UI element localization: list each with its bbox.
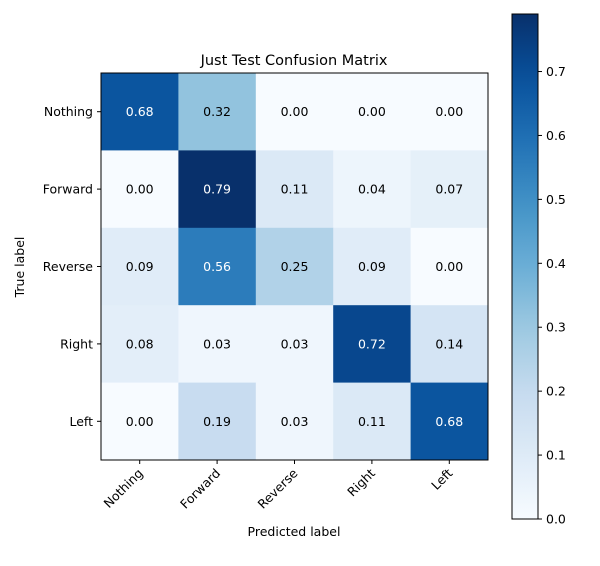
cell-value-label: 0.08 <box>126 336 154 351</box>
cell-value-label: 0.00 <box>358 104 386 119</box>
x-axis-label: Predicted label <box>248 524 341 539</box>
x-tick-label: Forward <box>177 466 223 512</box>
heatmap-cell <box>410 305 489 383</box>
heatmap-cell <box>410 150 489 229</box>
heatmap-cell <box>255 227 334 306</box>
cell-value-label: 0.09 <box>126 259 154 274</box>
cell-value-label: 0.00 <box>435 259 463 274</box>
heatmap-cell <box>101 382 179 461</box>
cell-value-label: 0.00 <box>126 414 154 429</box>
cell-value-label: 0.11 <box>281 182 309 197</box>
colorbar-tick-label: 0.1 <box>546 448 566 463</box>
cell-value-label: 0.56 <box>203 259 231 274</box>
chart-title: Just Test Confusion Matrix <box>200 53 388 69</box>
y-tick-label: Forward <box>43 182 93 197</box>
cell-value-label: 0.79 <box>203 182 231 197</box>
heatmap-cell <box>101 305 179 383</box>
colorbar-tick-label: 0.5 <box>546 192 566 207</box>
colorbar <box>511 13 539 520</box>
cell-value-label: 0.25 <box>281 259 309 274</box>
cell-value-label: 0.03 <box>281 414 309 429</box>
cell-value-label: 0.07 <box>435 182 463 197</box>
colorbar-tick-label: 0.6 <box>546 128 566 143</box>
heatmap-cell <box>178 150 257 229</box>
heatmap-cell <box>333 73 411 151</box>
cell-value-label: 0.00 <box>281 104 309 119</box>
heatmap-cell <box>255 150 334 229</box>
heatmap-cell <box>333 150 411 229</box>
heatmap-cell <box>255 382 334 461</box>
heatmap-cell <box>333 305 411 383</box>
heatmap-cell <box>101 73 179 151</box>
cell-value-label: 0.09 <box>358 259 386 274</box>
cell-value-label: 0.32 <box>203 104 231 119</box>
heatmap-cell <box>255 305 334 383</box>
y-axis-ticks: Nothing Forward Reverse Right Left <box>43 104 101 429</box>
heatmap-cell <box>178 382 257 461</box>
x-tick-label: Nothing <box>100 466 145 511</box>
heatmap-cell <box>101 227 179 306</box>
cell-value-label: 0.00 <box>126 182 154 197</box>
cell-value-label: 0.03 <box>203 336 231 351</box>
heatmap-cell <box>333 382 411 461</box>
y-tick-label: Left <box>69 414 93 429</box>
heatmap-cell-labels: 0.68 0.32 0.00 0.00 0.00 0.00 0.79 0.11 0.04 0.07… <box>126 104 463 429</box>
y-axis-label: True label <box>12 237 27 299</box>
cell-value-label: 0.14 <box>435 336 463 351</box>
heatmap-cell <box>255 73 334 151</box>
heatmap-cell <box>410 382 489 461</box>
colorbar-tick-label: 0.3 <box>546 320 566 335</box>
heatmap-cell <box>410 227 489 306</box>
colorbar-tick-label: 0.0 <box>546 512 566 527</box>
colorbar-tick-label: 0.4 <box>546 256 566 271</box>
y-tick-label: Nothing <box>44 104 93 119</box>
colorbar-tick-label: 0.7 <box>546 64 566 79</box>
cell-value-label: 0.68 <box>435 414 463 429</box>
cell-value-label: 0.03 <box>281 336 309 351</box>
cell-value-label: 0.68 <box>126 104 154 119</box>
colorbar-tick-label: 0.2 <box>546 384 566 399</box>
x-tick-label: Reverse <box>254 465 300 511</box>
colorbar-ticks: 0.0 0.1 0.2 0.3 0.4 0.5 0.6 0.7 <box>538 64 566 527</box>
cell-value-label: 0.72 <box>358 336 386 351</box>
cell-value-label: 0.19 <box>203 414 231 429</box>
x-tick-label: Left <box>428 465 455 492</box>
heatmap-cells <box>101 73 489 461</box>
x-tick-label: Right <box>344 465 378 499</box>
y-tick-label: Right <box>60 336 93 351</box>
heatmap-cell <box>178 73 257 151</box>
x-axis-ticks: Nothing Forward Reverse Right Left <box>100 460 455 512</box>
cell-value-label: 0.04 <box>358 182 386 197</box>
cell-value-label: 0.11 <box>358 414 386 429</box>
heatmap-cell <box>101 150 179 229</box>
cell-value-label: 0.00 <box>435 104 463 119</box>
heatmap-cell <box>333 227 411 306</box>
heatmap-cell <box>410 73 489 151</box>
y-tick-label: Reverse <box>43 259 94 274</box>
heatmap-cell <box>178 305 257 383</box>
heatmap-cell <box>178 227 257 306</box>
